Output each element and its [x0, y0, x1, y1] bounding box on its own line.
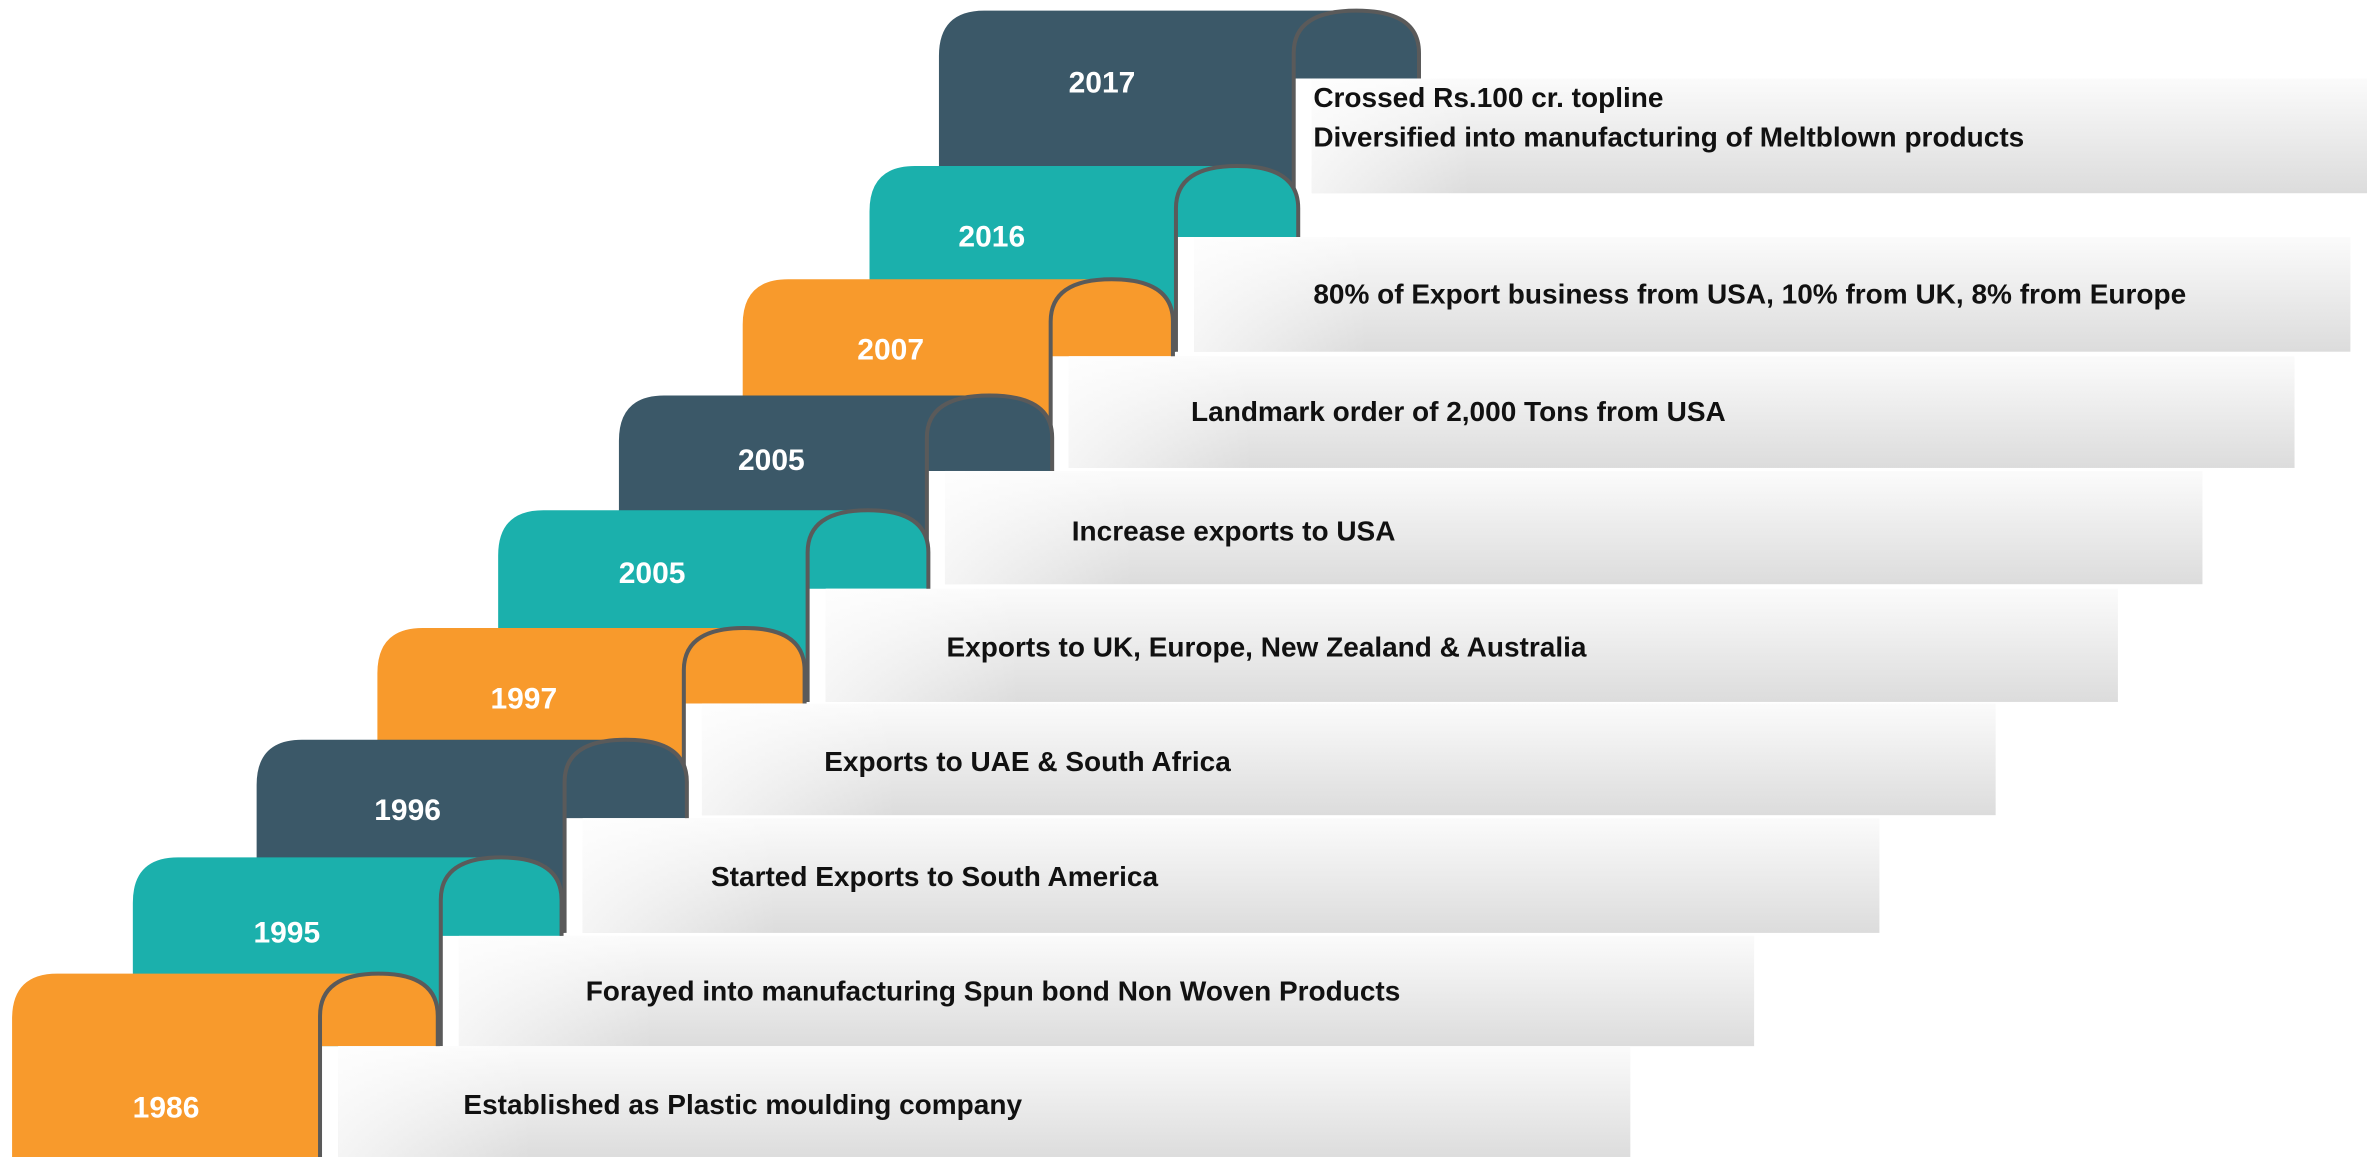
tab-curl [562, 737, 689, 933]
tab-curl [805, 508, 931, 702]
milestone-text: Forayed into manufacturing Spun bond Non… [586, 976, 1401, 1007]
tab-curl [1048, 277, 1175, 468]
timeline-step: 2005 Exports to UK, Europe, New Zealand &… [498, 508, 2118, 702]
year-label: 1997 [490, 682, 557, 715]
banner-highlight [701, 703, 1996, 816]
milestone-text: Diversified into manufacturing of Meltbl… [1313, 121, 2024, 152]
milestone-text: Started Exports to South America [711, 861, 1158, 892]
timeline-step: 1986 Established as Plastic moulding comp… [12, 971, 1631, 1157]
year-label: 1986 [133, 1091, 200, 1124]
milestone-text: Increase exports to USA [1072, 515, 1396, 546]
banner-highlight [338, 1046, 1631, 1157]
banner-highlight [825, 588, 2118, 702]
tab-curl [1173, 164, 1301, 352]
year-label: 2005 [619, 557, 686, 590]
year-tab [938, 10, 1419, 194]
banner-highlight [1311, 78, 2367, 194]
timeline-step: 1997 Exports to UAE & South Africa [377, 625, 1996, 816]
milestone-text: 80% of Export business from USA, 10% fro… [1313, 278, 2186, 309]
year-label: 2016 [958, 220, 1025, 253]
timeline-step: 2005 Increase exports to USA [618, 393, 2203, 585]
year-label: 2017 [1069, 66, 1136, 99]
banner-highlight [944, 470, 2203, 585]
milestone-text: Exports to UAE & South Africa [824, 746, 1231, 777]
banner-highlight [1068, 356, 2295, 468]
milestone-text: Exports to UK, Europe, New Zealand & Aus… [946, 632, 1586, 663]
year-label: 1996 [374, 794, 441, 827]
milestone-text: Crossed Rs.100 cr. topline [1313, 82, 1663, 113]
milestone-text: Landmark order of 2,000 Tons from USA [1191, 396, 1726, 427]
year-label: 1995 [253, 916, 320, 949]
year-label: 2005 [738, 444, 805, 477]
tab-curl [924, 393, 1055, 585]
banner-highlight [458, 935, 1755, 1047]
tab-curl [438, 855, 564, 1047]
tab-curl [318, 971, 440, 1157]
banner-highlight [1194, 237, 2351, 352]
tab-curl [1291, 8, 1421, 194]
banner-highlight [582, 818, 1880, 933]
timeline-step: 2016 80% of Export business from USA, 10%… [869, 164, 2351, 352]
tab-curl [681, 625, 807, 816]
year-tab [12, 973, 438, 1157]
timeline-step: 2017 Crossed Rs.100 cr. topline Diversifie… [938, 8, 2367, 194]
year-label: 2007 [857, 334, 924, 367]
timeline-step: 2007 Landmark order of 2,000 Tons from US… [742, 277, 2295, 468]
milestone-text: Established as Plastic moulding company [463, 1089, 1022, 1120]
